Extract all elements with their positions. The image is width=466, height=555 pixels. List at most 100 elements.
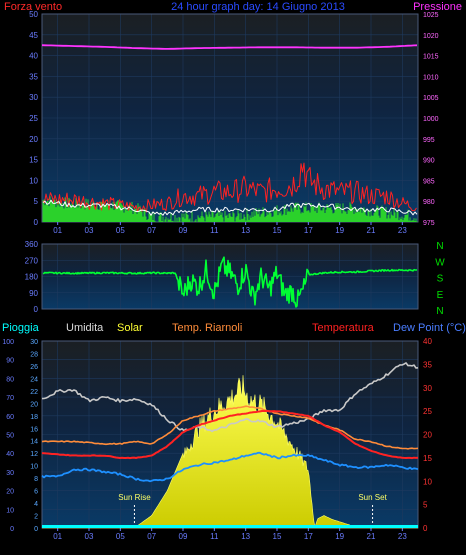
x-tick-label: 09 [179, 226, 188, 235]
x-tick-label: 23 [398, 226, 407, 235]
direction-compass-label: N [436, 241, 443, 252]
x-tick-label: 09 [179, 532, 188, 541]
temperature-y-tick-label: 35 [423, 360, 432, 369]
pressure-y-tick-label: 1005 [423, 95, 439, 102]
wind-y-tick-label: 45 [29, 31, 38, 40]
direction-y-tick-label: 90 [29, 289, 38, 298]
direction-compass-label: E [437, 290, 444, 301]
wind-axis-title: Forza vento [4, 1, 62, 13]
x-tick-label: 21 [367, 226, 376, 235]
x-tick-label: 11 [210, 226, 219, 235]
x-tick-label: 17 [304, 532, 313, 541]
solar-y-tick-label: 10 [30, 464, 38, 471]
humidity-y-tick-label: 80 [6, 376, 14, 383]
wind-y-tick-label: 35 [29, 72, 38, 81]
solar-y-tick-label: 22 [30, 389, 38, 396]
legend-dew-point: Dew Point (°C) [393, 322, 466, 334]
wind-y-tick-label: 40 [29, 52, 38, 61]
x-tick-label: 19 [335, 532, 344, 541]
direction-y-tick-label: 270 [25, 256, 39, 265]
pressure-y-tick-label: 1010 [423, 74, 439, 81]
humidity-y-tick-label: 100 [2, 339, 14, 346]
sun-event-label: Sun Set [358, 493, 387, 502]
solar-y-tick-label: 26 [30, 364, 38, 371]
x-tick-label: 11 [210, 532, 219, 541]
direction-compass-label: S [437, 274, 444, 285]
x-tick-label: 07 [147, 226, 156, 235]
plot-frame [41, 243, 419, 310]
x-tick-label: 05 [116, 532, 125, 541]
solar-y-tick-label: 6 [34, 489, 38, 496]
legend-pioggia: Pioggia [2, 322, 40, 334]
x-tick-label: 01 [53, 532, 62, 541]
pressure-y-tick-label: 995 [423, 137, 435, 144]
legend-umidita: Umidita [66, 322, 104, 334]
solar-y-tick-label: 14 [30, 439, 38, 446]
direction-compass-label: W [435, 257, 445, 268]
x-tick-label: 17 [304, 226, 313, 235]
humidity-y-tick-label: 70 [6, 395, 14, 402]
wind-y-tick-label: 10 [29, 176, 38, 185]
temperature-y-tick-label: 30 [423, 384, 432, 393]
humidity-y-tick-label: 40 [6, 451, 14, 458]
wind-y-tick-label: 25 [29, 114, 38, 123]
humidity-y-tick-label: 50 [6, 433, 14, 440]
chart-title: 24 hour graph day: 14 Giugno 2013 [171, 1, 345, 13]
x-tick-label: 13 [241, 532, 250, 541]
pressure-series [41, 44, 418, 50]
legend-solar: Solar [117, 322, 143, 334]
direction-y-tick-label: 0 [34, 305, 39, 314]
temperature-y-tick-label: 0 [423, 524, 428, 533]
x-tick-label: 07 [147, 532, 156, 541]
wind-y-tick-label: 0 [34, 218, 39, 227]
pressure-y-tick-label: 975 [423, 220, 435, 227]
humidity-y-tick-label: 90 [6, 358, 14, 365]
pressure-y-tick-label: 1000 [423, 116, 439, 123]
x-tick-label: 23 [398, 532, 407, 541]
x-tick-label: 03 [85, 532, 94, 541]
wind-y-tick-label: 5 [34, 197, 39, 206]
temperature-y-tick-label: 10 [423, 477, 432, 486]
temperature-series [41, 409, 419, 460]
wind-y-tick-label: 50 [29, 10, 38, 19]
dew-point-series [41, 451, 419, 483]
solar-y-tick-label: 18 [30, 414, 38, 421]
x-tick-label: 15 [273, 226, 282, 235]
solar-y-tick-label: 4 [34, 501, 38, 508]
temperature-y-tick-label: 25 [423, 407, 432, 416]
solar-y-tick-label: 30 [30, 339, 38, 346]
x-tick-label: 03 [85, 226, 94, 235]
pressure-y-tick-label: 985 [423, 178, 435, 185]
pressure-y-tick-label: 980 [423, 199, 435, 206]
legend-temperatura: Temperatura [312, 322, 375, 334]
temperature-y-tick-label: 15 [423, 454, 432, 463]
wind-gust-series [42, 162, 417, 213]
solar-y-tick-label: 28 [30, 351, 38, 358]
pressure-y-tick-label: 1025 [423, 12, 439, 19]
direction-y-tick-label: 360 [25, 240, 39, 249]
pressure-y-tick-label: 1020 [423, 33, 439, 40]
direction-y-tick-label: 180 [25, 273, 39, 282]
humidity-y-tick-label: 30 [6, 470, 14, 477]
pressure-y-tick-label: 1015 [423, 54, 439, 61]
direction-compass-label: N [436, 306, 443, 317]
legend-temp-riarnoli: Temp. Riarnoli [172, 322, 242, 334]
solar-y-tick-label: 8 [34, 476, 38, 483]
x-tick-label: 13 [241, 226, 250, 235]
x-tick-label: 21 [367, 532, 376, 541]
x-tick-label: 19 [335, 226, 344, 235]
pressure-y-tick-label: 990 [423, 158, 435, 165]
wind-pressure-panel: 0510152025303540455097598098599099510001… [29, 10, 439, 235]
temperature-y-tick-label: 20 [423, 431, 432, 440]
wind-average-series [42, 199, 418, 216]
solar-y-tick-label: 0 [34, 526, 38, 533]
wind-y-tick-label: 30 [29, 93, 38, 102]
wind-y-tick-label: 20 [29, 135, 38, 144]
wind-y-tick-label: 15 [29, 156, 38, 165]
humidity-y-tick-label: 10 [6, 507, 14, 514]
humidity-y-tick-label: 0 [10, 526, 14, 533]
wind-direction-series [42, 256, 418, 308]
sun-event-label: Sun Rise [118, 493, 151, 502]
